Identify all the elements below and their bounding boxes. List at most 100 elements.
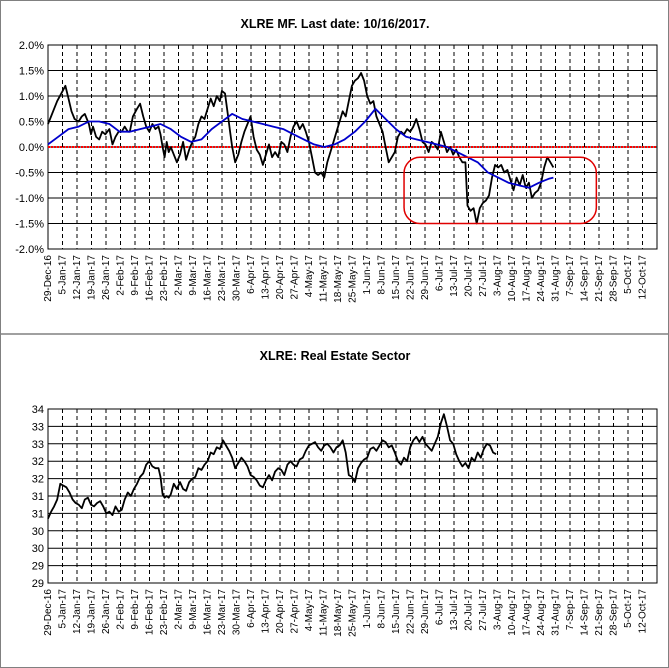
x-tick-label: 1-Jun-17: [362, 589, 373, 629]
x-tick-label: 16-Feb-17: [145, 255, 156, 302]
bottom-chart: 29-Dec-16 5-Jan-17 12-Jan-17 19-Jan-17 26-Ja…: [32, 404, 658, 637]
x-tick-label: 5-Jan-17: [58, 255, 69, 295]
x-tick-label: 9-Feb-17: [130, 589, 141, 630]
x-tick-label: 16-Feb-17: [145, 589, 156, 636]
x-tick-label: 12-Jan-17: [72, 589, 83, 634]
y-tick-label: 1.0%: [19, 91, 44, 103]
x-tick-label: 23-Feb-17: [159, 589, 170, 636]
x-tick-label: 28-Sep-17: [609, 255, 620, 302]
y-tick-label: 30: [32, 526, 44, 538]
x-tick-label: 12-Oct-17: [638, 589, 649, 634]
x-tick-label: 6-Jul-17: [435, 589, 446, 626]
x-tick-label: 3-Aug-17: [493, 589, 504, 631]
x-tick-label: 16-Mar-17: [203, 589, 214, 636]
x-tick-label: 30-Mar-17: [232, 255, 243, 302]
top-chart: 29-Dec-16 5-Jan-17 12-Jan-17 19-Jan-17 26-Ja…: [15, 40, 658, 303]
x-tick-label: 2-Mar-17: [174, 255, 185, 296]
y-tick-label: 1.5%: [19, 66, 44, 78]
x-tick-label: 6-Apr-17: [246, 589, 257, 628]
x-tick-label: 9-Feb-17: [130, 255, 141, 296]
y-tick-label: 29: [32, 578, 44, 590]
x-tick-label: 27-Jul-17: [478, 255, 489, 297]
x-tick-label: 23-Mar-17: [217, 589, 228, 636]
series-line-0: [47, 413, 497, 519]
y-tick-label: 0.5%: [19, 117, 44, 129]
x-tick-label: 31-Aug-17: [551, 589, 562, 636]
x-tick-label: 12-Oct-17: [638, 255, 649, 300]
x-tick-label: 31-Aug-17: [551, 255, 562, 302]
x-tick-label: 20-Jul-17: [464, 255, 475, 297]
x-tick-label: 29-Dec-16: [43, 255, 54, 302]
x-tick-label: 25-May-17: [348, 589, 359, 637]
y-tick-label: 34: [32, 404, 44, 416]
x-tick-label: 20-Jul-17: [464, 589, 475, 631]
series-line-0: [47, 72, 555, 225]
y-tick-label: -1.0%: [15, 193, 44, 205]
x-tick-label: 4-May-17: [304, 589, 315, 632]
y-tick-label: 33: [32, 439, 44, 451]
x-tick-label: 11-May-17: [319, 589, 330, 636]
y-tick-label: 31: [32, 508, 44, 520]
x-tick-label: 9-Mar-17: [188, 589, 199, 630]
bottom-chart-title: XLRE: Real Estate Sector: [260, 349, 411, 363]
x-tick-label: 26-Jan-17: [101, 589, 112, 634]
x-tick-label: 25-May-17: [348, 255, 359, 303]
x-tick-label: 15-Jun-17: [391, 589, 402, 634]
y-tick-label: -1.5%: [15, 219, 44, 231]
series-line-1: [47, 107, 554, 189]
x-tick-label: 5-Oct-17: [623, 589, 634, 628]
x-tick-label: 23-Mar-17: [217, 255, 228, 302]
y-tick-label: -0.5%: [15, 168, 44, 180]
x-tick-label: 3-Aug-17: [493, 255, 504, 297]
x-tick-label: 18-May-17: [333, 255, 344, 303]
x-tick-label: 24-Aug-17: [536, 255, 547, 302]
y-tick-label: 31: [32, 491, 44, 503]
x-tick-label: 6-Jul-17: [435, 255, 446, 292]
x-tick-label: 14-Sep-17: [580, 589, 591, 636]
y-tick-label: 0.0%: [19, 142, 44, 154]
x-tick-label: 2-Feb-17: [116, 255, 127, 296]
x-tick-label: 29-Jun-17: [420, 589, 431, 634]
x-tick-label: 6-Apr-17: [246, 255, 257, 294]
x-tick-label: 7-Sep-17: [565, 255, 576, 297]
y-tick-label: 30: [32, 543, 44, 555]
y-tick-label: 2.0%: [19, 40, 44, 52]
y-tick-label: 29: [32, 561, 44, 573]
x-tick-label: 10-Aug-17: [507, 255, 518, 302]
x-tick-label: 22-Jun-17: [406, 255, 417, 300]
x-tick-label: 29-Dec-16: [43, 589, 54, 636]
x-tick-label: 18-May-17: [333, 589, 344, 637]
x-tick-label: 8-Jun-17: [377, 589, 388, 629]
x-tick-label: 19-Jan-17: [87, 255, 98, 300]
x-tick-label: 13-Jul-17: [449, 589, 460, 631]
x-tick-label: 5-Oct-17: [623, 255, 634, 294]
x-tick-label: 14-Sep-17: [580, 255, 591, 302]
x-tick-label: 13-Apr-17: [261, 255, 272, 300]
x-tick-label: 12-Jan-17: [72, 255, 83, 300]
x-tick-label: 20-Apr-17: [275, 589, 286, 634]
x-tick-label: 11-May-17: [319, 255, 330, 302]
x-tick-label: 21-Sep-17: [594, 255, 605, 302]
highlight-box: [403, 156, 598, 225]
x-tick-label: 27-Jul-17: [478, 589, 489, 631]
x-tick-label: 26-Jan-17: [101, 255, 112, 300]
x-tick-label: 4-May-17: [304, 255, 315, 298]
x-tick-label: 10-Aug-17: [507, 589, 518, 636]
x-tick-label: 19-Jan-17: [87, 589, 98, 634]
x-tick-label: 2-Mar-17: [174, 589, 185, 630]
x-tick-label: 27-Apr-17: [290, 589, 301, 634]
x-tick-label: 17-Aug-17: [522, 589, 533, 636]
x-tick-label: 1-Jun-17: [362, 255, 373, 295]
x-tick-label: 29-Jun-17: [420, 255, 431, 300]
x-tick-label: 15-Jun-17: [391, 255, 402, 300]
x-tick-label: 2-Feb-17: [116, 589, 127, 630]
x-tick-label: 8-Jun-17: [377, 255, 388, 295]
x-tick-label: 13-Apr-17: [261, 589, 272, 634]
x-tick-label: 28-Sep-17: [609, 589, 620, 636]
x-tick-label: 24-Aug-17: [536, 589, 547, 636]
x-tick-label: 9-Mar-17: [188, 255, 199, 296]
x-tick-label: 23-Feb-17: [159, 255, 170, 302]
y-tick-label: 32: [32, 474, 44, 486]
y-tick-label: 32: [32, 456, 44, 468]
